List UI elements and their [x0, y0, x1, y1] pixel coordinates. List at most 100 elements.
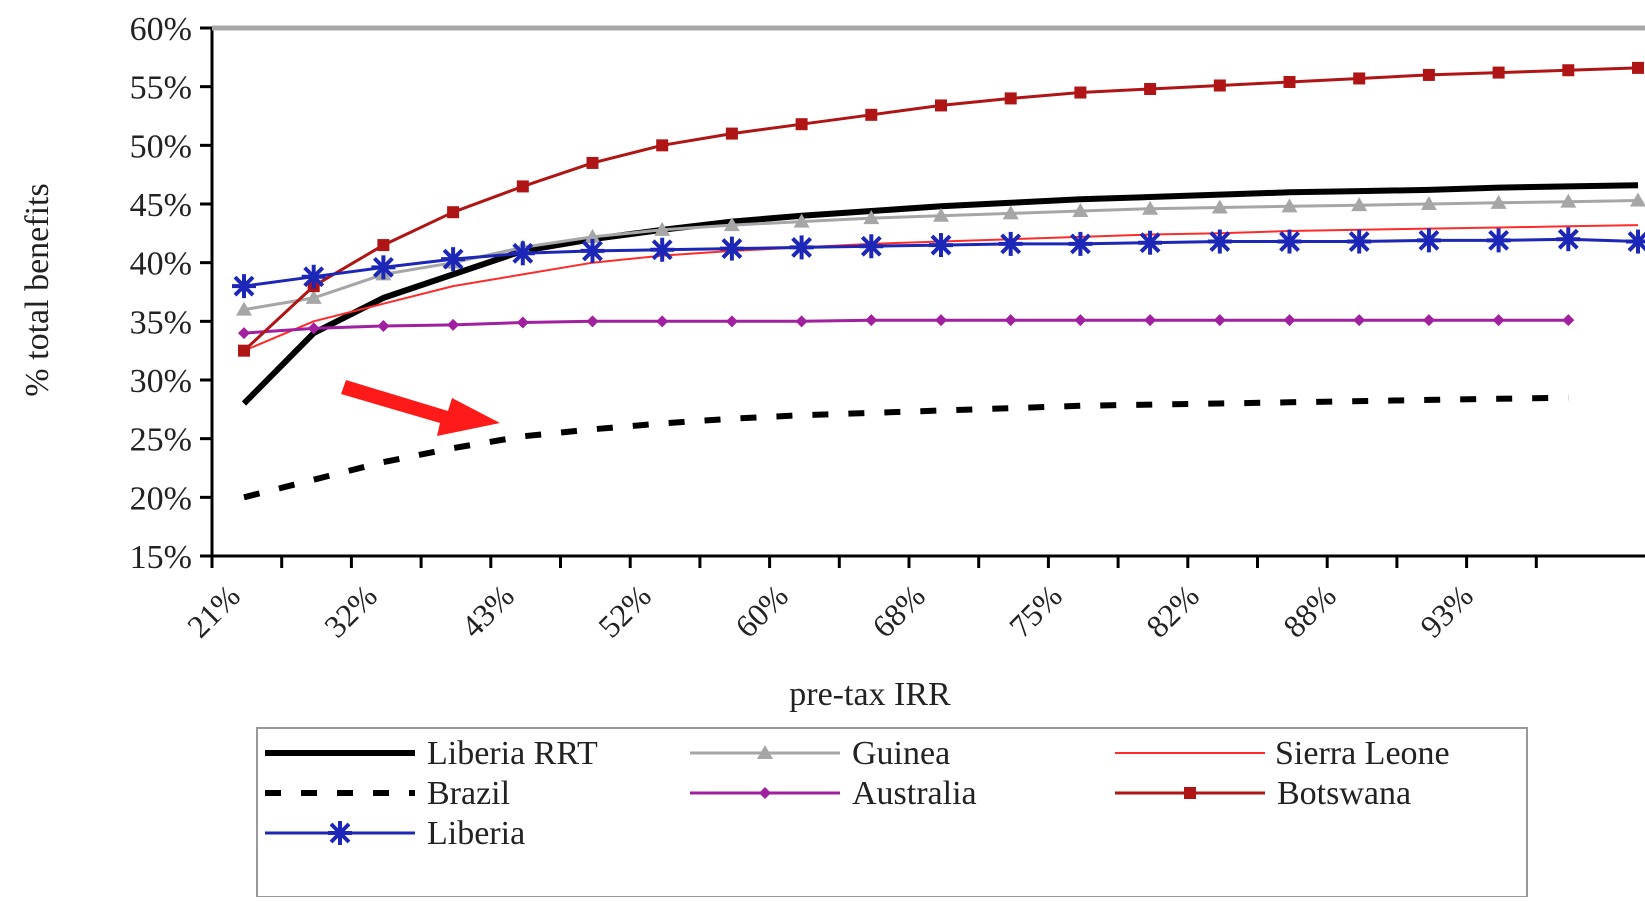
data-point-square	[865, 108, 878, 121]
asterisk-stroke	[1139, 232, 1161, 254]
data-point-asterisk	[580, 238, 605, 263]
data-point-diamond	[1283, 314, 1296, 327]
data-point-diamond	[865, 314, 878, 327]
asterisk-stroke	[791, 236, 813, 258]
data-point-asterisk	[1207, 229, 1232, 254]
data-point-square	[1492, 66, 1505, 79]
data-point-square	[1422, 68, 1435, 81]
data-point-triangle	[1630, 192, 1645, 207]
data-point-asterisk	[371, 255, 396, 280]
data-point-triangle	[584, 228, 601, 243]
data-point-triangle	[1142, 200, 1159, 215]
data-point-triangle	[757, 745, 773, 759]
data-point-triangle	[1560, 193, 1577, 208]
legend-item-sierra-leone: Sierra Leone	[1115, 735, 1450, 772]
data-point-square	[1353, 72, 1366, 85]
data-point-square	[516, 180, 529, 193]
legend-item-brazil: Brazil	[265, 775, 510, 812]
data-point-triangle	[1281, 198, 1298, 213]
asterisk-stroke	[329, 822, 351, 844]
x-tick-label: 68%	[865, 577, 932, 644]
series-liberia-rrt	[241, 182, 1639, 406]
data-point-triangle	[236, 301, 252, 316]
data-point-asterisk	[441, 247, 466, 272]
data-point-diamond	[1422, 314, 1435, 327]
asterisk-stroke	[1000, 233, 1022, 255]
data-point-diamond	[516, 316, 529, 329]
data-point-diamond	[656, 315, 669, 328]
y-tick-label: 45%	[130, 187, 192, 224]
data-point-square	[1213, 79, 1226, 92]
x-tick-label: 82%	[1139, 577, 1206, 644]
data-point-diamond	[759, 787, 771, 799]
series-australia	[238, 314, 1575, 340]
data-point-diamond	[1562, 314, 1575, 327]
y-tick-label: 35%	[130, 304, 192, 341]
asterisk-stroke	[1069, 233, 1091, 255]
data-point-diamond	[1213, 314, 1226, 327]
asterisk-stroke	[372, 256, 394, 278]
data-point-diamond	[725, 315, 738, 328]
data-point-triangle	[305, 289, 322, 304]
data-point-asterisk	[859, 234, 884, 259]
asterisk-stroke	[582, 240, 603, 262]
data-point-diamond	[1074, 314, 1087, 327]
data-point-diamond	[795, 315, 808, 328]
data-point-diamond	[238, 327, 250, 340]
data-point-diamond	[1353, 314, 1366, 327]
asterisk-stroke	[651, 239, 673, 261]
legend-item-liberia-rrt: Liberia RRT	[265, 735, 598, 772]
data-point-asterisk	[1416, 228, 1441, 253]
legend-box	[256, 727, 1528, 898]
data-point-triangle	[1490, 194, 1507, 209]
data-point-asterisk	[1277, 229, 1302, 254]
data-point-asterisk	[929, 233, 953, 258]
legend-label: Brazil	[427, 775, 510, 812]
data-point-triangle	[793, 213, 810, 228]
data-point-asterisk	[650, 237, 675, 262]
y-tick-label: 20%	[130, 480, 192, 517]
asterisk-stroke	[1279, 231, 1300, 252]
data-point-diamond	[377, 320, 390, 333]
legend-label: Botswana	[1277, 775, 1411, 812]
data-point-triangle	[1072, 203, 1089, 218]
legend-label: Sierra Leone	[1275, 735, 1450, 772]
legend-item-botswana: Botswana	[1115, 775, 1411, 812]
series-line	[241, 182, 1639, 406]
x-tick-label: 75%	[1002, 577, 1069, 644]
data-point-diamond	[1492, 314, 1505, 327]
series-botswana	[238, 61, 1644, 357]
legend-label: Guinea	[852, 735, 950, 772]
y-tick-label: 30%	[130, 363, 192, 400]
asterisk-stroke	[721, 238, 743, 260]
legend-label: Australia	[852, 775, 977, 812]
legend-label: Liberia RRT	[427, 735, 598, 772]
asterisk-stroke	[233, 275, 255, 297]
data-point-asterisk	[998, 231, 1023, 256]
data-point-asterisk	[1347, 229, 1372, 254]
asterisk-stroke	[512, 242, 534, 264]
series-liberia	[232, 227, 1645, 299]
data-point-square	[1184, 787, 1196, 799]
y-tick-label: 55%	[130, 70, 192, 107]
data-point-diamond	[447, 318, 460, 331]
data-point-triangle	[1002, 205, 1019, 220]
x-tick-label: 88%	[1276, 577, 1343, 644]
asterisk-stroke	[1488, 229, 1510, 251]
x-tick-label: 32%	[317, 577, 384, 644]
data-point-triangle	[1211, 199, 1228, 214]
asterisk-stroke	[860, 235, 882, 257]
data-point-asterisk	[301, 264, 326, 289]
x-tick-label: 52%	[591, 577, 658, 644]
data-point-square	[1283, 75, 1296, 88]
x-tick-label: 21%	[180, 577, 247, 644]
data-point-square	[238, 344, 250, 357]
data-point-triangle	[933, 207, 949, 222]
data-point-asterisk	[719, 236, 744, 261]
x-tick-label: 93%	[1413, 577, 1480, 644]
asterisk-stroke	[1557, 228, 1579, 250]
y-tick-label: 25%	[130, 422, 192, 459]
asterisk-stroke	[1348, 231, 1370, 252]
